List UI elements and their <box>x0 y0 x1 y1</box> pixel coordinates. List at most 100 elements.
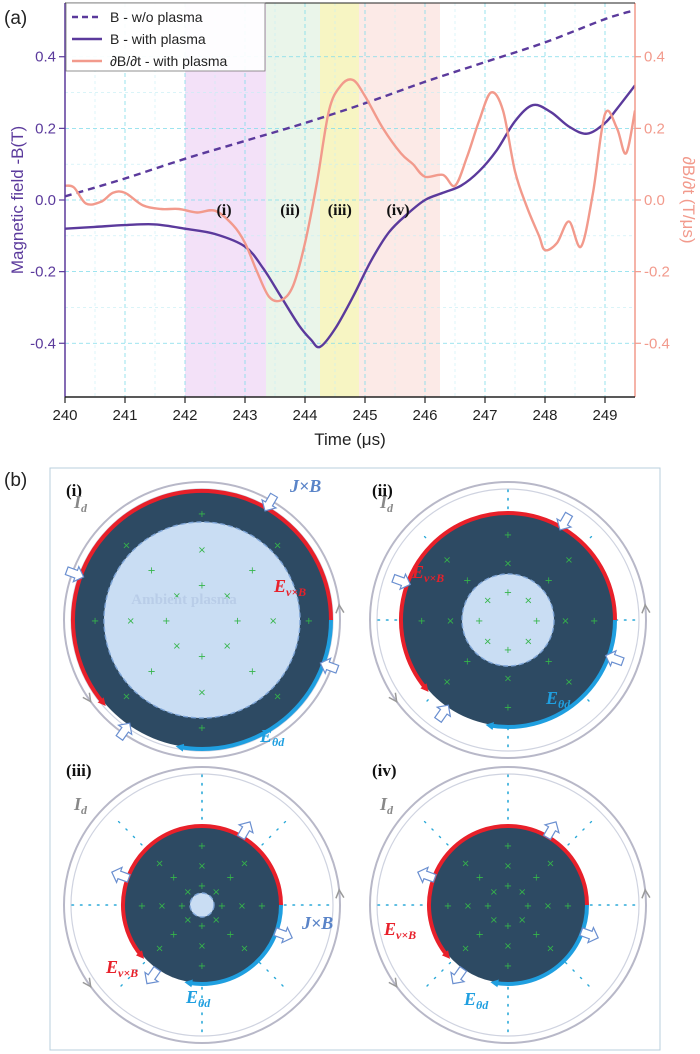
axis-ticks: 240 241 242 243 244 245 246 247 248 249 0.4 0.2 0.0 -… <box>30 49 670 424</box>
field-marker: + <box>198 881 206 892</box>
e-vxb-label-sub: v×B <box>118 966 138 980</box>
field-marker: × <box>524 596 532 607</box>
field-marker: × <box>565 677 573 688</box>
legend-entry-with-plasma: B - with plasma <box>110 31 206 47</box>
field-marker: + <box>226 929 234 940</box>
diagram-3: + × +×+×+×+×+×+×+×+×+×+×+×(iii)IdEv×BEθdJ×… <box>63 761 345 1044</box>
field-marker: × <box>443 555 451 566</box>
field-marker: × <box>461 943 469 954</box>
current-label: Id <box>379 794 394 817</box>
field-marker: × <box>544 901 552 912</box>
field-marker: + <box>218 901 226 912</box>
legend: B - w/o plasma B - with plasma ∂B/∂t - w… <box>65 2 266 72</box>
field-marker: × <box>546 859 554 870</box>
x-tick-label-9: 249 <box>592 407 617 424</box>
current-arrow-1 <box>388 692 398 703</box>
field-marker: + <box>138 901 146 912</box>
field-marker: + <box>198 509 206 520</box>
series-lines <box>65 9 635 349</box>
x-tick-label-8: 248 <box>532 407 557 424</box>
e-vxb-label: Ev×B <box>383 919 416 942</box>
field-marker: + <box>198 961 206 972</box>
field-marker: + <box>170 873 178 884</box>
current-label-main: I <box>379 492 388 512</box>
field-marker: × <box>223 591 231 602</box>
y-left-tick-label-0: 0.4 <box>35 49 56 66</box>
field-marker: × <box>565 555 573 566</box>
e-vxb-label-sub: v×B <box>424 571 444 585</box>
e-vxb-arc <box>71 488 333 706</box>
e-vxb-arc <box>121 824 283 959</box>
ambient-plasma-label: Ambient plasma <box>131 592 237 608</box>
field-marker: + <box>504 530 512 541</box>
field-marker: + <box>178 901 186 912</box>
jxb-arrow-0 <box>542 821 560 841</box>
e-theta-label-sub: θd <box>476 998 489 1012</box>
field-marker: + <box>564 901 572 912</box>
current-label: Id <box>73 492 88 515</box>
field-marker: × <box>212 915 220 926</box>
current-label-sub: d <box>387 501 394 515</box>
field-marker: + <box>504 645 512 656</box>
field-marker: + <box>532 873 540 884</box>
panel-b-label: (b) <box>4 470 27 491</box>
y-right-tick-label-2: 0.0 <box>644 192 665 209</box>
diagram-1: + × +×+×+×+×+×+×+×+×+×+×+×(i)IdEv×BEθdJ×BA… <box>63 476 345 759</box>
field-marker: + <box>524 901 532 912</box>
field-marker: + <box>248 566 256 577</box>
jxb-arrow-1 <box>64 565 85 583</box>
current-label-sub: d <box>81 803 88 817</box>
y-right-tick-label-0: 0.4 <box>644 49 665 66</box>
field-marker: + <box>198 652 206 663</box>
jxb-arrow-3 <box>115 722 133 742</box>
e-vxb-label-sub: v×B <box>286 585 306 599</box>
e-vxb-arc <box>399 511 617 692</box>
field-marker: × <box>518 915 526 926</box>
e-vxb-label: Ev×B <box>273 576 306 599</box>
field-marker: + <box>504 702 512 713</box>
field-marker: × <box>198 941 206 952</box>
field-marker: × <box>223 641 231 652</box>
e-theta-label-main: E <box>185 987 198 1007</box>
x-tick-label-3: 243 <box>232 407 257 424</box>
e-vxb-arc <box>427 824 589 959</box>
e-vxb-label-main: E <box>105 957 118 977</box>
jxb-arrow-0 <box>236 821 254 841</box>
jxb-label: J×B <box>289 476 321 496</box>
e-theta-label-main: E <box>259 726 272 746</box>
current-label-main: I <box>73 492 82 512</box>
current-label-sub: d <box>387 803 394 817</box>
outer-electrode-ring <box>63 766 341 1044</box>
field-marker: × <box>504 941 512 952</box>
field-marker: + <box>504 921 512 932</box>
field-marker: + <box>418 616 426 627</box>
e-theta-arc <box>485 619 617 731</box>
y-axis-left-label: Magnetic field -B(T) <box>8 126 27 274</box>
field-marker: × <box>158 901 166 912</box>
field-marker: + <box>147 566 155 577</box>
jxb-arrow-1 <box>391 572 412 591</box>
current-arrow-0 <box>335 603 345 614</box>
e-theta-label: Eθd <box>259 726 285 749</box>
field-marker: × <box>269 616 277 627</box>
field-marker: + <box>162 616 170 627</box>
field-marker: × <box>240 859 248 870</box>
field-marker: × <box>464 901 472 912</box>
e-vxb-label: Ev×B <box>105 957 138 980</box>
phase-labels: (i) (ii) (iii) (iv) <box>216 202 409 219</box>
y-right-tick-label-1: 0.2 <box>644 120 665 137</box>
x-tick-label-7: 247 <box>472 407 497 424</box>
field-marker: × <box>518 887 526 898</box>
field-marker: × <box>173 591 181 602</box>
field-marker: × <box>155 943 163 954</box>
field-marker: × <box>546 943 554 954</box>
ambient-plasma-region <box>189 892 215 918</box>
series-line-dbdt <box>65 78 635 303</box>
x-tick-label-4: 244 <box>292 407 317 424</box>
e-vxb-label-sub: v×B <box>396 928 416 942</box>
jxb-arrow-1 <box>110 866 131 884</box>
field-marker: × <box>443 677 451 688</box>
inner-electrode-ring <box>70 773 334 1037</box>
y-right-tick-label-3: -0.2 <box>644 264 670 281</box>
field-marker: × <box>198 687 206 698</box>
